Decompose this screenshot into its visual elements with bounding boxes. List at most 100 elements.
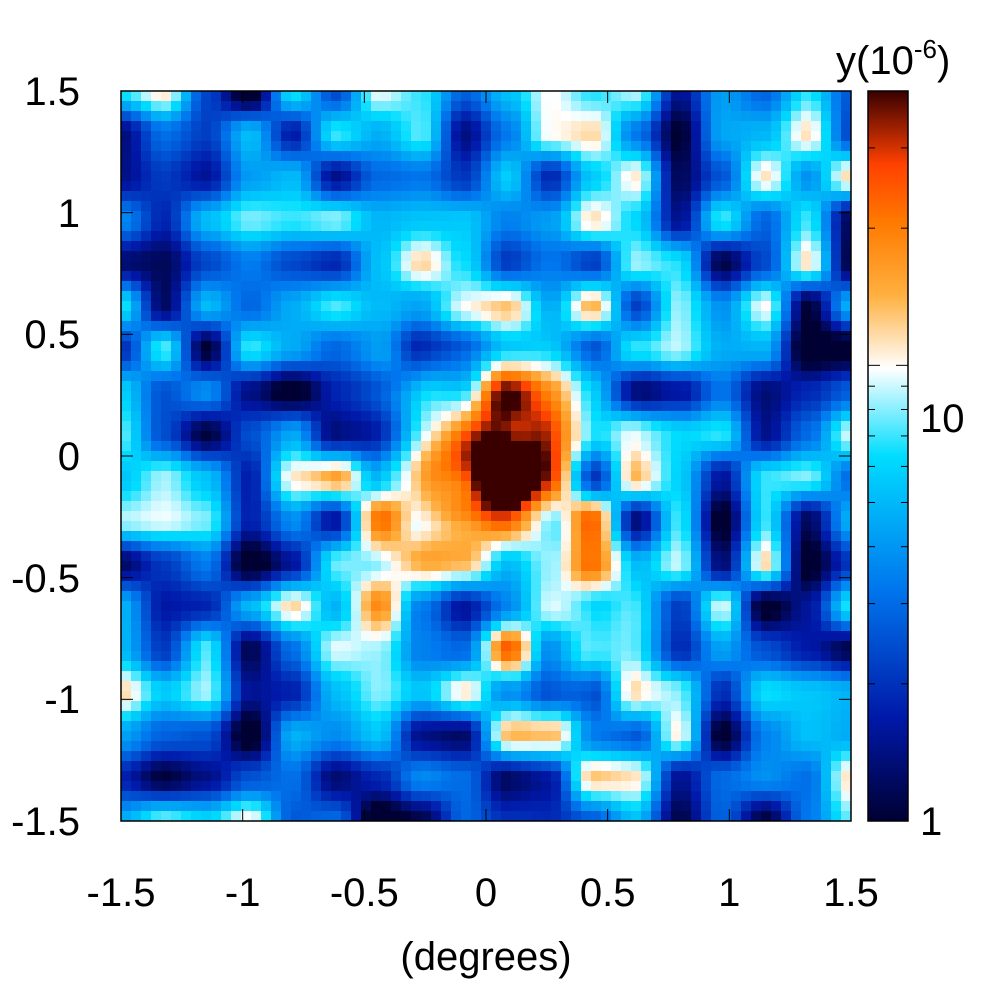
heatmap-cell bbox=[771, 521, 782, 532]
heatmap-cell bbox=[241, 261, 252, 272]
heatmap-cell bbox=[561, 611, 572, 622]
heatmap-cell bbox=[291, 541, 302, 552]
heatmap-cell bbox=[661, 731, 672, 742]
heatmap-cell bbox=[421, 461, 432, 472]
heatmap-cell bbox=[211, 731, 222, 742]
heatmap-cell bbox=[791, 361, 802, 372]
heatmap-cell bbox=[551, 121, 562, 132]
heatmap-cell bbox=[341, 441, 352, 452]
heatmap-cell bbox=[231, 491, 242, 502]
heatmap-cell bbox=[161, 351, 172, 362]
heatmap-cell bbox=[731, 361, 742, 372]
heatmap-cell bbox=[641, 131, 652, 142]
heatmap-cell bbox=[571, 641, 582, 652]
heatmap-cell bbox=[291, 771, 302, 782]
heatmap-cell bbox=[381, 241, 392, 252]
heatmap-cell bbox=[481, 241, 492, 252]
heatmap-cell bbox=[791, 301, 802, 312]
heatmap-cell bbox=[251, 171, 262, 182]
heatmap-cell bbox=[681, 611, 692, 622]
heatmap-cell bbox=[301, 501, 312, 512]
heatmap-cell bbox=[801, 561, 812, 572]
heatmap-cell bbox=[551, 181, 562, 192]
heatmap-cell bbox=[791, 351, 802, 362]
heatmap-cell bbox=[541, 641, 552, 652]
heatmap-cell bbox=[191, 451, 202, 462]
heatmap-cell bbox=[831, 571, 842, 582]
heatmap-cell bbox=[691, 631, 702, 642]
heatmap-cell bbox=[781, 461, 792, 472]
heatmap-cell bbox=[801, 111, 812, 122]
heatmap-cell bbox=[721, 131, 732, 142]
heatmap-cell bbox=[601, 751, 612, 762]
heatmap-cell bbox=[701, 261, 712, 272]
heatmap-cell bbox=[221, 261, 232, 272]
heatmap-cell bbox=[621, 741, 632, 752]
heatmap-cell bbox=[651, 641, 662, 652]
heatmap-cell bbox=[811, 151, 822, 162]
heatmap-cell bbox=[751, 201, 762, 212]
heatmap-cell bbox=[521, 421, 532, 432]
heatmap-cell bbox=[691, 531, 702, 542]
heatmap-cell bbox=[351, 641, 362, 652]
heatmap-cell bbox=[691, 751, 702, 762]
heatmap-cell bbox=[441, 391, 452, 402]
heatmap-cell bbox=[691, 491, 702, 502]
heatmap-cell bbox=[731, 621, 742, 632]
heatmap-cell bbox=[781, 661, 792, 672]
heatmap-cell bbox=[561, 251, 572, 262]
heatmap-cell bbox=[241, 541, 252, 552]
heatmap-cell bbox=[511, 231, 522, 242]
heatmap-cell bbox=[521, 471, 532, 482]
heatmap-cell bbox=[681, 191, 692, 202]
heatmap-cell bbox=[691, 341, 702, 352]
heatmap-cell bbox=[561, 101, 572, 112]
heatmap-cell bbox=[731, 241, 742, 252]
heatmap-cell bbox=[241, 731, 252, 742]
heatmap-cell bbox=[341, 471, 352, 482]
heatmap-cell bbox=[721, 261, 732, 272]
heatmap-cell bbox=[291, 721, 302, 732]
heatmap-cell bbox=[691, 201, 702, 212]
heatmap-cell bbox=[341, 501, 352, 512]
heatmap-cell bbox=[671, 261, 682, 272]
heatmap-cell bbox=[451, 581, 462, 592]
heatmap-cell bbox=[581, 281, 592, 292]
heatmap-cell bbox=[831, 211, 842, 222]
heatmap-cell bbox=[471, 551, 482, 562]
heatmap-cell bbox=[411, 191, 422, 202]
heatmap-cell bbox=[631, 431, 642, 442]
heatmap-cell bbox=[441, 461, 452, 472]
heatmap-cell bbox=[751, 121, 762, 132]
heatmap-cell bbox=[121, 381, 132, 392]
heatmap-cell bbox=[261, 521, 272, 532]
heatmap-cell bbox=[791, 591, 802, 602]
heatmap-cell bbox=[241, 301, 252, 312]
heatmap-cell bbox=[601, 121, 612, 132]
heatmap-cell bbox=[251, 331, 262, 342]
heatmap-cell bbox=[611, 591, 622, 602]
heatmap-cell bbox=[581, 601, 592, 612]
heatmap-cell bbox=[571, 761, 582, 772]
heatmap-cell bbox=[161, 581, 172, 592]
heatmap-cell bbox=[301, 581, 312, 592]
heatmap-cell bbox=[421, 571, 432, 582]
heatmap-cell bbox=[601, 641, 612, 652]
heatmap-cell bbox=[181, 511, 192, 522]
heatmap-cell bbox=[201, 691, 212, 702]
heatmap-cell bbox=[251, 751, 262, 762]
heatmap-cell bbox=[421, 521, 432, 532]
heatmap-cell bbox=[441, 571, 452, 582]
heatmap-cell bbox=[431, 211, 442, 222]
heatmap-cell bbox=[301, 401, 312, 412]
heatmap-cell bbox=[281, 381, 292, 392]
heatmap-cell bbox=[841, 491, 851, 502]
heatmap-cell bbox=[581, 181, 592, 192]
heatmap-cell bbox=[181, 621, 192, 632]
heatmap-cell bbox=[441, 491, 452, 502]
heatmap-cell bbox=[491, 421, 502, 432]
heatmap-cell bbox=[321, 91, 332, 102]
heatmap-cell bbox=[711, 461, 722, 472]
heatmap-cell bbox=[551, 111, 562, 122]
heatmap-cell bbox=[831, 621, 842, 632]
